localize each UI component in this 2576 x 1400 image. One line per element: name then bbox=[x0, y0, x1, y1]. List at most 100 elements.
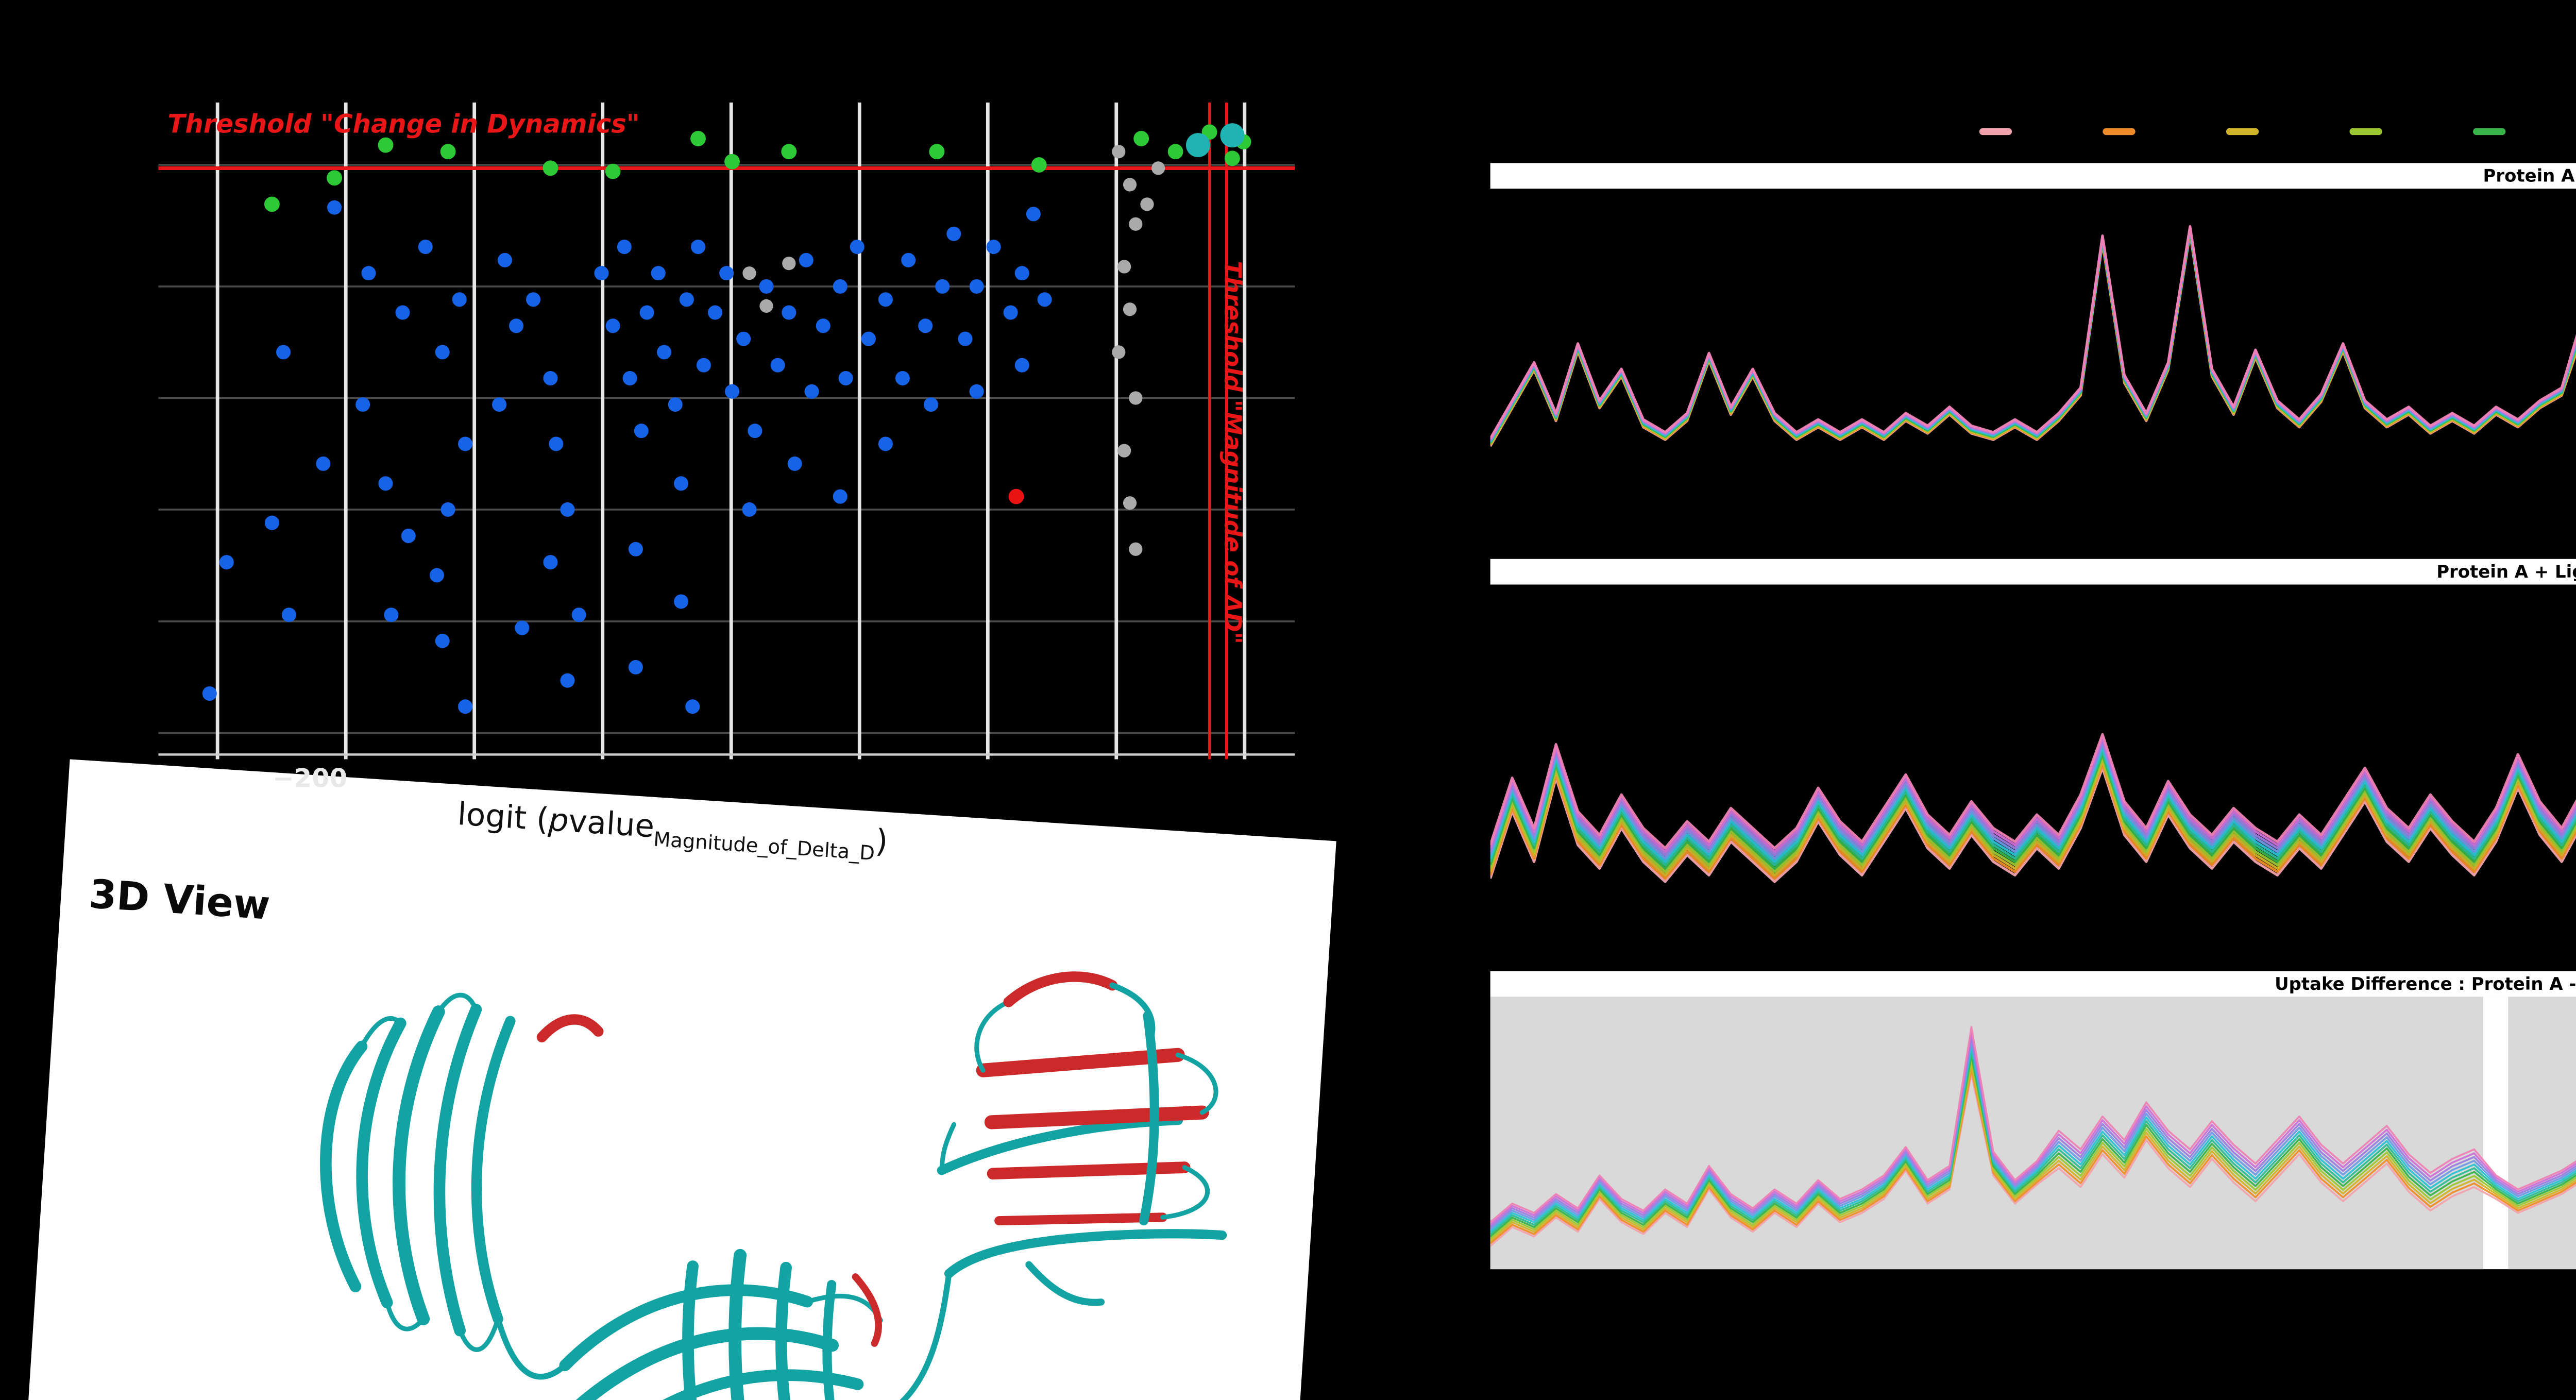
scatter-point-nonsignificant[interactable] bbox=[770, 358, 785, 373]
scatter-point-nonsignificant[interactable] bbox=[918, 318, 933, 333]
uptake-trace[interactable] bbox=[1490, 1059, 2576, 1254]
legend-swatch[interactable] bbox=[2103, 127, 2136, 136]
scatter-point-excluded[interactable] bbox=[1123, 302, 1137, 316]
scatter-point-nonsignificant[interactable] bbox=[1003, 305, 1018, 320]
scatter-point-nonsignificant[interactable] bbox=[492, 397, 507, 412]
uptake-trace[interactable] bbox=[1490, 229, 2576, 454]
structure-panel[interactable]: 3D View bbox=[25, 759, 1336, 1400]
protein-ribbon[interactable] bbox=[154, 861, 1284, 1400]
scatter-point-nonsignificant[interactable] bbox=[833, 489, 848, 504]
scatter-point-nonsignificant[interactable] bbox=[571, 608, 586, 622]
scatter-point-significant[interactable] bbox=[1224, 150, 1240, 166]
scatter-point-nonsignificant[interactable] bbox=[202, 686, 217, 701]
scatter-point-significant[interactable] bbox=[605, 163, 621, 179]
scatter-point-nonsignificant[interactable] bbox=[804, 384, 819, 399]
legend-swatch[interactable] bbox=[1979, 127, 2012, 136]
scatter-point-nonsignificant[interactable] bbox=[901, 252, 916, 267]
scatter-point-excluded[interactable] bbox=[1129, 542, 1143, 556]
scatter-point-significant[interactable] bbox=[327, 170, 342, 186]
scatter-point-nonsignificant[interactable] bbox=[787, 456, 802, 471]
scatter-point-nonsignificant[interactable] bbox=[327, 200, 342, 215]
scatter-point-excluded[interactable] bbox=[1151, 161, 1165, 175]
uptake-plot-protein-a-ligand[interactable] bbox=[1490, 584, 2576, 957]
scatter-point-nonsignificant[interactable] bbox=[361, 266, 376, 281]
scatter-point-nonsignificant[interactable] bbox=[639, 305, 654, 320]
scatter-point-selected[interactable] bbox=[1008, 488, 1024, 504]
uptake-trace[interactable] bbox=[1490, 610, 2576, 850]
scatter-point-nonsignificant[interactable] bbox=[685, 699, 700, 714]
scatter-point-nonsignificant[interactable] bbox=[458, 436, 473, 451]
uptake-trace[interactable] bbox=[1490, 1064, 2576, 1254]
scatter-point-nonsignificant[interactable] bbox=[674, 476, 689, 491]
scatter-point-nonsignificant[interactable] bbox=[264, 515, 279, 530]
scatter-point-nonsignificant[interactable] bbox=[668, 397, 683, 412]
legend-swatch[interactable] bbox=[2473, 127, 2506, 136]
volcano-plot[interactable] bbox=[158, 102, 1295, 760]
uptake-trace[interactable] bbox=[1490, 646, 2576, 870]
scatter-point-excluded[interactable] bbox=[1129, 217, 1143, 231]
scatter-point-nonsignificant[interactable] bbox=[946, 226, 961, 241]
scatter-point-nonsignificant[interactable] bbox=[657, 345, 672, 360]
scatter-point-significant[interactable] bbox=[543, 160, 558, 176]
uptake-trace[interactable] bbox=[1490, 231, 2576, 487]
scatter-point-nonsignificant[interactable] bbox=[759, 279, 774, 294]
uptake-trace[interactable] bbox=[1490, 231, 2576, 477]
scatter-point-nonsignificant[interactable] bbox=[628, 660, 643, 674]
scatter-point-nonsignificant[interactable] bbox=[617, 240, 632, 255]
uptake-trace[interactable] bbox=[1490, 672, 2576, 880]
scatter-point-nonsignificant[interactable] bbox=[969, 384, 984, 399]
scatter-point-nonsignificant[interactable] bbox=[696, 358, 711, 373]
scatter-point-nonsignificant[interactable] bbox=[878, 292, 893, 307]
scatter-point-significant[interactable] bbox=[929, 144, 945, 160]
scatter-point-nonsignificant[interactable] bbox=[281, 608, 296, 622]
scatter-point-nonsignificant[interactable] bbox=[418, 240, 433, 255]
scatter-point-excluded[interactable] bbox=[1129, 391, 1143, 405]
scatter-point-nonsignificant[interactable] bbox=[742, 502, 757, 517]
scatter-point-nonsignificant[interactable] bbox=[628, 542, 643, 556]
scatter-point-nonsignificant[interactable] bbox=[560, 673, 575, 688]
scatter-point-significant[interactable] bbox=[378, 137, 394, 153]
uptake-plot-protein-a[interactable] bbox=[1490, 189, 2576, 543]
uptake-trace[interactable] bbox=[1490, 226, 2576, 440]
scatter-point-nonsignificant[interactable] bbox=[969, 279, 984, 294]
scatter-point-nonsignificant[interactable] bbox=[276, 345, 291, 360]
scatter-point-nonsignificant[interactable] bbox=[861, 331, 876, 346]
scatter-point-highlight[interactable] bbox=[1220, 123, 1245, 148]
uptake-trace[interactable] bbox=[1490, 1045, 2576, 1253]
scatter-point-nonsignificant[interactable] bbox=[401, 528, 416, 544]
scatter-point-nonsignificant[interactable] bbox=[1037, 292, 1052, 307]
scatter-point-nonsignificant[interactable] bbox=[316, 456, 331, 471]
scatter-point-nonsignificant[interactable] bbox=[560, 502, 575, 517]
scatter-point-significant[interactable] bbox=[724, 154, 740, 170]
scatter-point-nonsignificant[interactable] bbox=[605, 318, 620, 333]
scatter-point-excluded[interactable] bbox=[1140, 197, 1154, 211]
uptake-trace[interactable] bbox=[1490, 619, 2576, 860]
scatter-point-nonsignificant[interactable] bbox=[549, 436, 564, 451]
scatter-point-nonsignificant[interactable] bbox=[515, 620, 530, 635]
scatter-point-significant[interactable] bbox=[1133, 131, 1149, 146]
scatter-point-nonsignificant[interactable] bbox=[526, 292, 541, 307]
uptake-trace[interactable] bbox=[1490, 663, 2576, 877]
scatter-point-nonsignificant[interactable] bbox=[543, 555, 558, 570]
scatter-point-nonsignificant[interactable] bbox=[497, 252, 512, 267]
scatter-point-nonsignificant[interactable] bbox=[736, 331, 751, 346]
scatter-point-significant[interactable] bbox=[690, 131, 706, 146]
scatter-point-excluded[interactable] bbox=[1123, 496, 1137, 510]
uptake-trace[interactable] bbox=[1490, 610, 2576, 853]
scatter-point-excluded[interactable] bbox=[1112, 145, 1126, 159]
scatter-point-excluded[interactable] bbox=[1112, 345, 1126, 359]
scatter-point-excluded[interactable] bbox=[782, 257, 796, 271]
scatter-point-significant[interactable] bbox=[264, 196, 280, 212]
scatter-point-nonsignificant[interactable] bbox=[355, 397, 370, 412]
scatter-point-nonsignificant[interactable] bbox=[748, 424, 762, 438]
scatter-point-nonsignificant[interactable] bbox=[634, 424, 649, 438]
scatter-point-nonsignificant[interactable] bbox=[782, 305, 796, 320]
uptake-trace[interactable] bbox=[1490, 654, 2576, 873]
scatter-point-nonsignificant[interactable] bbox=[622, 371, 637, 386]
scatter-point-nonsignificant[interactable] bbox=[440, 502, 455, 517]
uptake-trace[interactable] bbox=[1490, 1054, 2576, 1254]
scatter-point-nonsignificant[interactable] bbox=[816, 318, 831, 333]
scatter-point-nonsignificant[interactable] bbox=[378, 476, 393, 491]
scatter-point-nonsignificant[interactable] bbox=[429, 568, 444, 583]
scatter-point-nonsignificant[interactable] bbox=[799, 252, 814, 267]
